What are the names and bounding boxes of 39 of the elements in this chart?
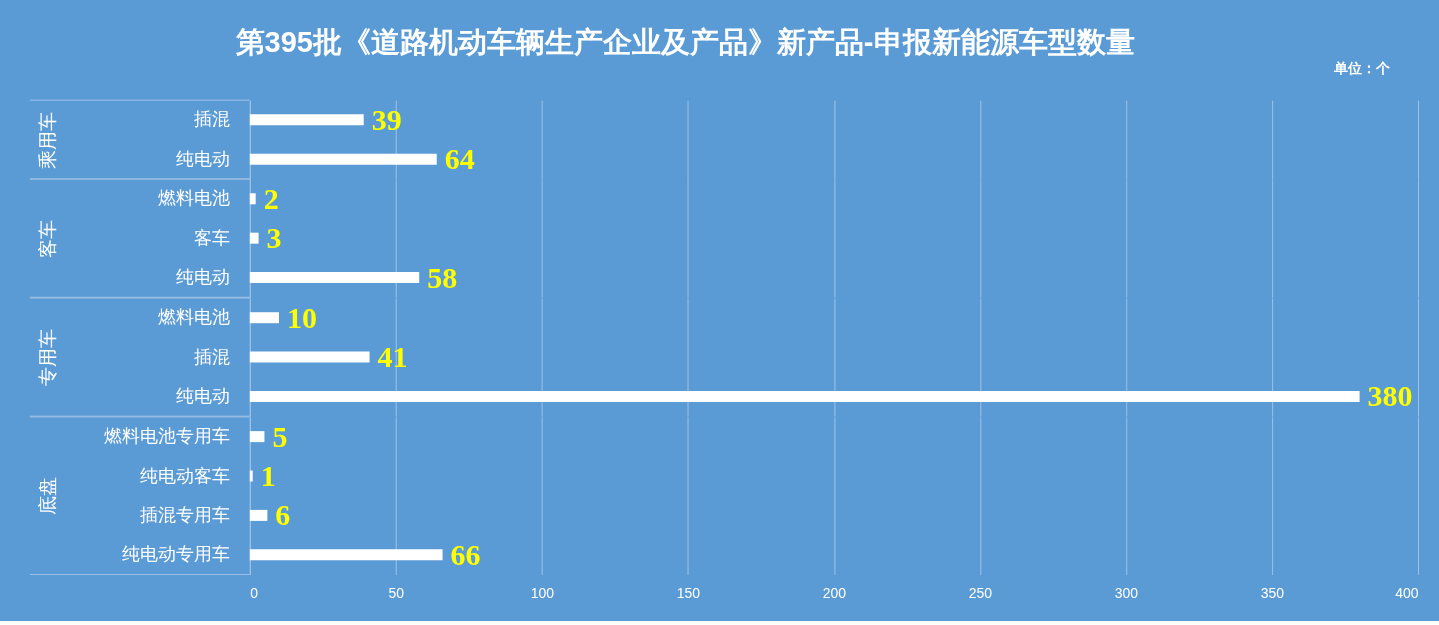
data-label: 6 [275, 498, 291, 532]
y-axis-title: 客车 [37, 219, 59, 258]
y-axis-title: 乘用车 [37, 111, 59, 169]
x-tick-label: 150 [676, 584, 701, 601]
y-tick-label: 纯电动 [176, 148, 231, 169]
data-label: 2 [263, 181, 279, 215]
y-tick-label: 插混 [194, 109, 231, 130]
x-tick-label: 300 [1114, 584, 1139, 601]
x-tick-label: 200 [822, 584, 847, 601]
chart-title: 第395批《道路机动车辆生产企业及产品》新产品-申报新能源车型数量 [234, 26, 1135, 59]
x-tick-label: 100 [530, 584, 555, 601]
data-label: 1 [260, 459, 276, 492]
y-tick-label: 燃料电池专用车 [104, 426, 231, 447]
data-label: 41 [377, 340, 408, 374]
data-label: 380 [1367, 379, 1413, 413]
x-tick-label: 250 [968, 584, 993, 601]
data-label: 10 [287, 300, 317, 334]
y-tick-label: 插混 [194, 346, 231, 367]
text: 单位：个 [1333, 60, 1392, 77]
data-label: 58 [427, 260, 458, 294]
y-tick-label: 客车 [194, 227, 231, 248]
x-tick-label: 400 [1395, 584, 1419, 601]
data-label: 5 [272, 419, 288, 453]
x-tick-label: 0 [250, 584, 259, 601]
y-axis-title: 专用车 [37, 329, 59, 387]
y-tick-label: 插混专用车 [140, 504, 231, 525]
y-axis-title: 底盘 [37, 477, 59, 516]
y-tick-label: 燃料电池 [158, 307, 231, 328]
x-tick-label: 350 [1260, 584, 1285, 601]
data-label: 64 [444, 142, 475, 176]
y-tick-label: 燃料电池 [158, 188, 231, 209]
data-label: 39 [371, 102, 402, 136]
y-tick-label: 纯电动 [176, 385, 231, 406]
y-tick-label: 纯电动 [176, 267, 231, 288]
data-label: 3 [266, 221, 282, 255]
x-tick-label: 50 [388, 584, 405, 601]
y-tick-label: 纯电动客车 [140, 465, 231, 486]
y-tick-label: 纯电动专用车 [122, 544, 231, 565]
data-label: 66 [450, 537, 481, 571]
